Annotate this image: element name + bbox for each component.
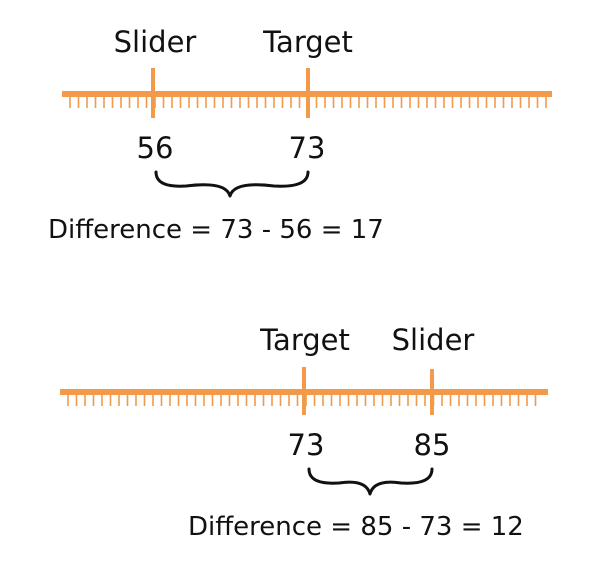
slider-label-1: Slider [114,25,197,59]
slider-value-2: 85 [414,428,451,462]
target-label-1: Target [262,25,353,59]
target-value-2: 73 [288,428,325,462]
scale-ticks-2 [67,394,537,406]
slider-value-1: 56 [137,131,174,165]
target-value-1: 73 [289,131,326,165]
difference-text-1: Difference = 73 - 56 = 17 [48,215,384,245]
example-1: Slider Target 56 73 Difference = 73 - 56… [48,25,552,245]
target-label-2: Target [259,323,350,357]
difference-text-2: Difference = 85 - 73 = 12 [188,512,524,542]
slider-label-2: Slider [392,323,475,357]
example-2: Target Slider 73 85 Difference = 85 - 73… [60,323,548,542]
curly-brace-1 [154,170,310,198]
curly-brace-2 [307,467,434,496]
